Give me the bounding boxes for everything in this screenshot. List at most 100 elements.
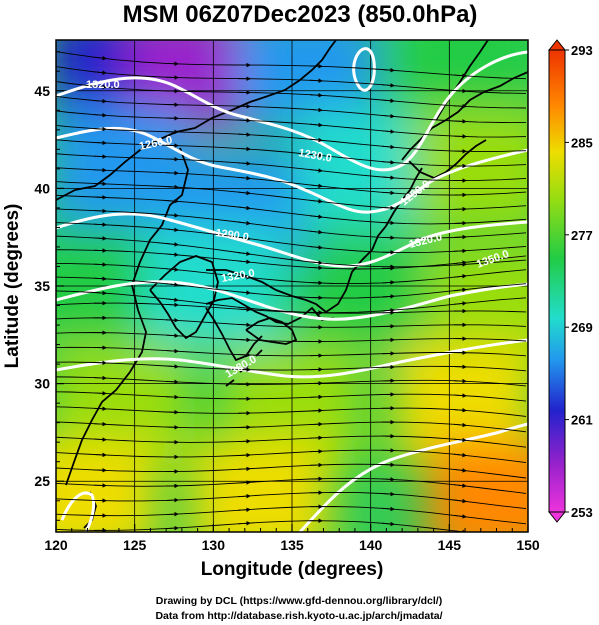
streamline-arrow bbox=[93, 276, 107, 281]
streamline-arrow bbox=[453, 119, 467, 124]
streamline-arrow bbox=[309, 152, 323, 158]
contour-label: 1320.0 bbox=[220, 267, 255, 285]
y-tick-label: 25 bbox=[34, 473, 50, 489]
streamline-arrow bbox=[381, 220, 395, 226]
streamline-arrow bbox=[93, 375, 107, 381]
streamline-arrow bbox=[93, 236, 107, 241]
streamline-arrow bbox=[237, 220, 251, 226]
streamline-arrow bbox=[165, 379, 179, 385]
streamline-arrow bbox=[237, 118, 251, 123]
colorbar-tick-label: 253 bbox=[571, 505, 593, 520]
streamline-arrow bbox=[453, 274, 467, 279]
streamline-arrow bbox=[453, 422, 467, 428]
streamline-arrow bbox=[237, 236, 251, 241]
streamline bbox=[56, 421, 527, 433]
streamline-arrow bbox=[165, 511, 179, 517]
streamline-arrow bbox=[165, 213, 179, 218]
streamline-arrow bbox=[165, 394, 179, 400]
streamline-arrow bbox=[237, 521, 251, 526]
y-tick-label: 45 bbox=[34, 83, 50, 99]
streamline-arrow bbox=[381, 175, 395, 180]
streamline-arrow bbox=[165, 364, 179, 369]
streamline-arrow bbox=[453, 260, 467, 265]
streamline-arrow bbox=[237, 337, 251, 343]
streamline bbox=[56, 276, 527, 299]
streamline-arrow bbox=[381, 205, 395, 211]
streamline-arrow bbox=[309, 214, 323, 219]
streamline-arrow bbox=[309, 107, 323, 113]
streamline-arrow bbox=[237, 161, 251, 166]
streamline-arrow bbox=[93, 126, 107, 132]
colorbar-tick-label: 277 bbox=[571, 228, 593, 243]
coastlines bbox=[56, 40, 528, 529]
streamline-arrow bbox=[165, 227, 179, 233]
streamline bbox=[56, 124, 527, 153]
streamline-arrow bbox=[453, 437, 467, 443]
streamline-arrow bbox=[93, 112, 107, 118]
colorbar-min-triangle bbox=[547, 511, 567, 523]
streamline-arrow bbox=[453, 88, 467, 94]
colorbar: 293 285 277 269 261 253 bbox=[547, 39, 593, 523]
streamline-arrow bbox=[381, 266, 395, 271]
streamline bbox=[56, 262, 527, 285]
streamline bbox=[56, 167, 527, 196]
streamline-arrow bbox=[165, 302, 179, 308]
colorbar-tick-label: 261 bbox=[571, 413, 593, 428]
streamline-arrow bbox=[381, 160, 395, 165]
streamline-arrow bbox=[381, 506, 395, 512]
streamline-arrow bbox=[237, 480, 251, 485]
streamline-arrow bbox=[309, 229, 323, 235]
streamline bbox=[56, 346, 527, 357]
x-tick-label: 140 bbox=[359, 537, 383, 553]
streamline bbox=[56, 235, 527, 268]
streamline-arrow bbox=[93, 70, 107, 75]
streamline bbox=[56, 66, 527, 94]
streamline-arrow bbox=[309, 199, 323, 204]
streamline-arrow bbox=[453, 498, 467, 504]
streamline-arrow bbox=[453, 220, 467, 226]
streamline-arrow bbox=[237, 205, 251, 211]
streamline-arrow bbox=[93, 98, 107, 104]
streamline-arrow bbox=[453, 393, 467, 398]
streamline-arrow bbox=[93, 55, 107, 61]
streamline-arrow bbox=[93, 208, 107, 214]
streamline bbox=[56, 110, 527, 138]
streamline-arrow bbox=[309, 394, 323, 400]
credit-drawing: Drawing by DCL (https://www.gfd-dennou.o… bbox=[156, 595, 442, 607]
streamline-arrow bbox=[381, 98, 395, 103]
streamline-arrow bbox=[309, 122, 323, 128]
streamline-arrow bbox=[165, 282, 179, 287]
streamline bbox=[56, 435, 527, 448]
streamline-arrow bbox=[93, 154, 107, 159]
streamline bbox=[56, 153, 527, 182]
streamline-arrow bbox=[237, 493, 251, 499]
streamline-arrow bbox=[381, 477, 395, 482]
streamline-arrow bbox=[453, 408, 467, 413]
streamline-arrow bbox=[93, 222, 107, 227]
streamline bbox=[56, 361, 527, 372]
streamline-arrow bbox=[381, 294, 395, 299]
contour-label: 1230.0 bbox=[297, 147, 332, 165]
streamline bbox=[56, 449, 527, 464]
streamline-arrow bbox=[453, 468, 467, 473]
colorbar-max-triangle bbox=[547, 39, 567, 51]
streamline-arrow bbox=[453, 248, 467, 254]
x-tick-label: 145 bbox=[438, 537, 462, 553]
streamline bbox=[56, 81, 527, 109]
streamline-arrow bbox=[93, 452, 107, 458]
plot-area: 1320.0 1260.0 1230.0 1290.0 1320.0 1290.… bbox=[56, 40, 528, 532]
streamline bbox=[56, 477, 527, 494]
streamline bbox=[56, 139, 527, 167]
x-tick-label: 125 bbox=[123, 537, 147, 553]
streamline-arrow bbox=[309, 435, 323, 441]
streamline-arrow bbox=[165, 348, 179, 354]
streamline-arrow bbox=[165, 184, 179, 190]
streamline-arrow bbox=[453, 234, 467, 240]
streamline-arrow bbox=[93, 421, 107, 427]
streamline-arrow bbox=[381, 190, 395, 196]
temperature-cell bbox=[426, 440, 528, 532]
streamline-arrow bbox=[237, 452, 251, 458]
streamline bbox=[56, 302, 527, 314]
streamline bbox=[56, 51, 527, 80]
contour-label: 1320.0 bbox=[86, 79, 120, 91]
